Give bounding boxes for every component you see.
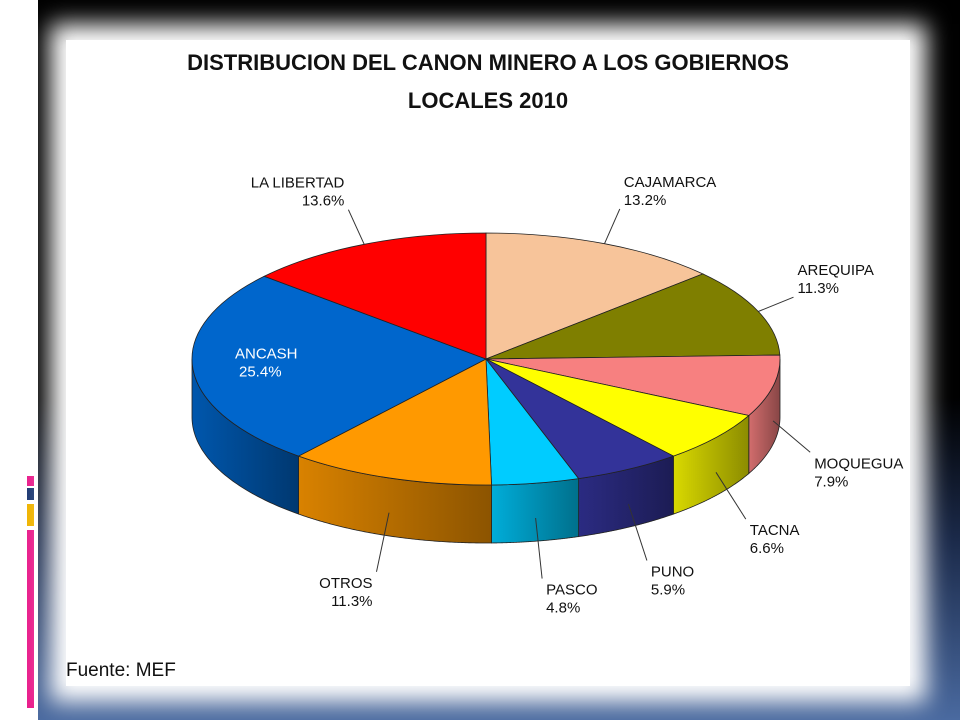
chart-card: DISTRIBUCION DEL CANON MINERO A LOS GOBI… bbox=[66, 40, 910, 686]
leader-line-otros bbox=[376, 512, 390, 572]
pie-side-pasco bbox=[491, 478, 580, 544]
slide-accent-bar bbox=[27, 488, 34, 500]
pie-slice-arequipa bbox=[485, 273, 781, 360]
slide-accent-bar bbox=[27, 476, 34, 486]
slice-value-tacna: 6.6% bbox=[750, 540, 784, 557]
slice-value-otros: 11.3% bbox=[331, 593, 372, 610]
leader-line-pasco bbox=[535, 517, 543, 579]
slice-label-moquegua: MOQUEGUA bbox=[814, 455, 903, 472]
slice-label-puno: PUNO bbox=[651, 564, 694, 581]
leader-line-la-libertad bbox=[347, 209, 365, 245]
pie-slice-ancash bbox=[191, 275, 487, 457]
chart-title-line: LOCALES 2010 bbox=[407, 88, 569, 113]
pie-slice-la-libertad bbox=[263, 232, 487, 360]
leader-line-tacna bbox=[715, 472, 747, 520]
leader-line-cajamarca bbox=[604, 208, 621, 244]
leader-line-arequipa bbox=[758, 296, 794, 312]
pie-chart: CAJAMARCA13.2%AREQUIPA11.3%MOQUEGUA7.9%T… bbox=[191, 174, 903, 617]
slice-value-ancash: 25.4% bbox=[239, 363, 282, 380]
pie-slice-otros bbox=[297, 358, 492, 486]
slice-value-cajamarca: 13.2% bbox=[624, 192, 667, 209]
slice-label-tacna: TACNA bbox=[750, 522, 800, 539]
slice-label-arequipa: AREQUIPA bbox=[798, 262, 874, 279]
slice-label-ancash: ANCASH bbox=[235, 345, 298, 362]
source-note: Fuente: MEF bbox=[66, 660, 176, 681]
slice-value-la-libertad: 13.6% bbox=[302, 193, 345, 210]
leader-line-moquegua bbox=[772, 420, 811, 453]
slice-value-moquegua: 7.9% bbox=[814, 473, 848, 490]
slice-value-arequipa: 11.3% bbox=[798, 280, 839, 297]
slide-accent-bar bbox=[27, 530, 34, 708]
chart-title-line: DISTRIBUCION DEL CANON MINERO A LOS GOBI… bbox=[187, 50, 789, 75]
slice-label-la-libertad: LA LIBERTAD bbox=[251, 175, 345, 192]
chart-title: DISTRIBUCION DEL CANON MINERO A LOS GOBI… bbox=[66, 44, 910, 120]
slice-label-cajamarca: CAJAMARCA bbox=[624, 174, 717, 191]
pie-slice-moquegua bbox=[485, 354, 781, 416]
leader-line-puno bbox=[627, 503, 648, 561]
pie-slice-tacna bbox=[485, 358, 750, 457]
slice-value-pasco: 4.8% bbox=[546, 600, 580, 617]
slice-label-otros: OTROS bbox=[319, 575, 372, 592]
slide-accent-bar bbox=[27, 504, 34, 526]
slice-value-puno: 5.9% bbox=[651, 582, 685, 599]
slice-label-pasco: PASCO bbox=[546, 582, 597, 599]
